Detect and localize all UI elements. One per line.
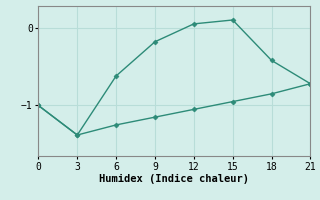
X-axis label: Humidex (Indice chaleur): Humidex (Indice chaleur) (100, 174, 249, 184)
